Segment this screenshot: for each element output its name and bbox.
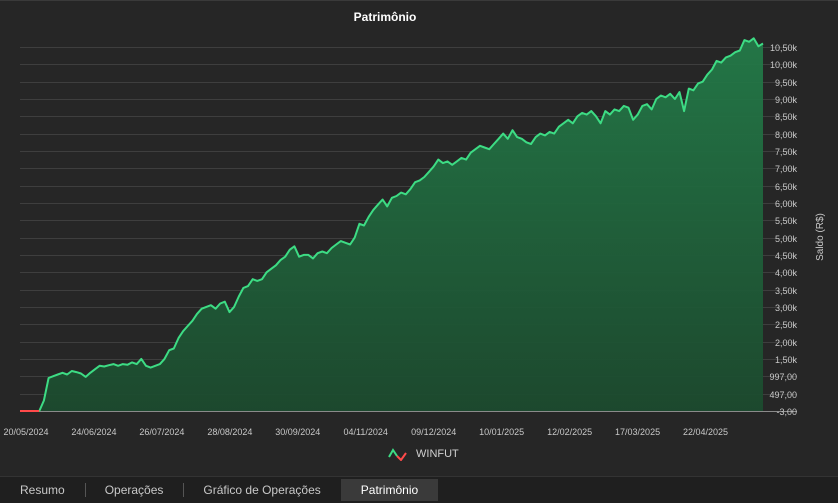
- y-tick-label: 9,00k: [775, 95, 798, 105]
- equity-chart[interactable]: -3,00 497,00 997,00 1,50k 2,00k 2,50k 3,00k 3,5…: [0, 0, 838, 476]
- x-tick-label: 26/07/2024: [139, 427, 184, 437]
- y-tick-label: 497,00: [769, 390, 797, 400]
- x-tick-label: 12/02/2025: [547, 427, 592, 437]
- y-tick-label: 9,50k: [775, 78, 798, 88]
- legend-line-icon: [388, 448, 407, 461]
- tab-patrimonio[interactable]: Patrimônio: [340, 479, 439, 501]
- y-tick-label: 8,00k: [775, 130, 798, 140]
- legend[interactable]: WINFUT: [388, 446, 459, 462]
- y-tick-label: 10,00k: [770, 60, 798, 70]
- y-tick-label: 7,00k: [775, 164, 798, 174]
- y-tick-label: 5,00k: [775, 234, 798, 244]
- x-tick-label: 10/01/2025: [479, 427, 524, 437]
- y-tick-label: 4,50k: [775, 251, 798, 261]
- tab-bar: Resumo Operações Gráfico de Operações Pa…: [0, 476, 838, 503]
- y-tick-label: 997,00: [769, 372, 797, 382]
- chart-title: Patrimônio: [353, 10, 417, 24]
- y-tick-label: 2,00k: [775, 338, 798, 348]
- y-tick-label: 3,50k: [775, 286, 798, 296]
- x-tick-label: 20/05/2024: [3, 427, 48, 437]
- x-tick-label: 22/04/2025: [683, 427, 728, 437]
- tab-grafico-operacoes[interactable]: Gráfico de Operações: [183, 479, 340, 501]
- legend-label-winfut: WINFUT: [416, 448, 459, 460]
- x-tick-label: 28/08/2024: [207, 427, 252, 437]
- y-tick-label: 3,00k: [775, 303, 798, 313]
- series-area-winfut: [30, 38, 763, 412]
- y-axis-ticks: -3,00 497,00 997,00 1,50k 2,00k 2,50k 3,00k 3,5…: [769, 43, 797, 417]
- y-tick-label: 1,50k: [775, 355, 798, 365]
- top-border: [0, 0, 838, 1]
- x-tick-label: 04/11/2024: [344, 427, 388, 437]
- x-tick-label: 24/06/2024: [71, 427, 116, 437]
- y-tick-label: 10,50k: [770, 43, 798, 53]
- x-tick-label: 17/03/2025: [615, 427, 660, 437]
- tab-resumo[interactable]: Resumo: [20, 483, 65, 497]
- x-axis-ticks: 20/05/2024 24/06/2024 26/07/2024 28/08/2024…: [3, 427, 728, 437]
- y-tick-label: 6,00k: [775, 199, 798, 209]
- y-tick-label: 6,50k: [775, 182, 798, 192]
- y-tick-label: 4,00k: [775, 268, 798, 278]
- x-tick-label: 09/12/2024: [411, 427, 456, 437]
- y-tick-label: 8,50k: [775, 112, 798, 122]
- y-tick-label: 7,50k: [775, 147, 798, 157]
- tab-operacoes[interactable]: Operações: [84, 479, 184, 501]
- y-axis-label: Saldo (R$): [815, 213, 826, 261]
- series-line-winfut[interactable]: [30, 37, 764, 412]
- y-tick-label: 5,50k: [775, 216, 798, 226]
- x-tick-label: 30/09/2024: [275, 427, 320, 437]
- y-tick-label: 2,50k: [775, 320, 798, 330]
- y-tick-label: -3,00: [776, 407, 797, 417]
